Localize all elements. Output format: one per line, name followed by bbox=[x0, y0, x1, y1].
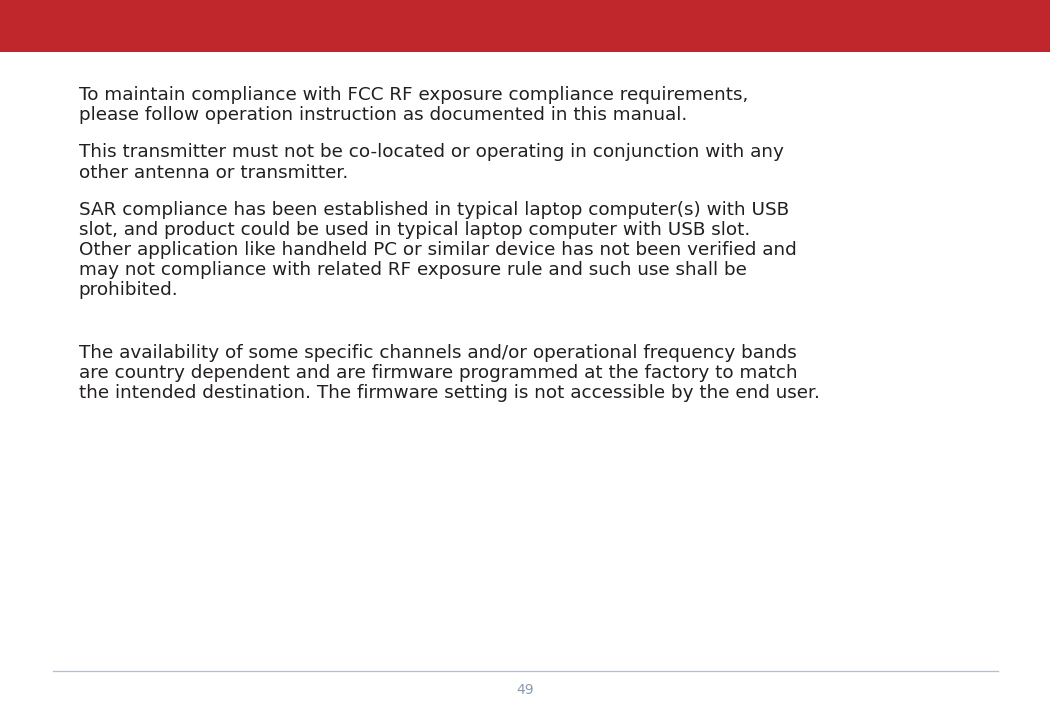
Text: This transmitter must not be co-located or operating in conjunction with any
oth: This transmitter must not be co-located … bbox=[79, 143, 783, 181]
Text: The availability of some specific channels and/or operational frequency bands
ar: The availability of some specific channe… bbox=[79, 344, 820, 402]
Text: SAR compliance has been established in typical laptop computer(s) with USB
slot,: SAR compliance has been established in t… bbox=[79, 201, 797, 299]
Bar bbox=[0, 0, 1050, 52]
Text: 49: 49 bbox=[517, 683, 533, 697]
Text: To maintain compliance with FCC RF exposure compliance requirements,
please foll: To maintain compliance with FCC RF expos… bbox=[79, 86, 748, 124]
